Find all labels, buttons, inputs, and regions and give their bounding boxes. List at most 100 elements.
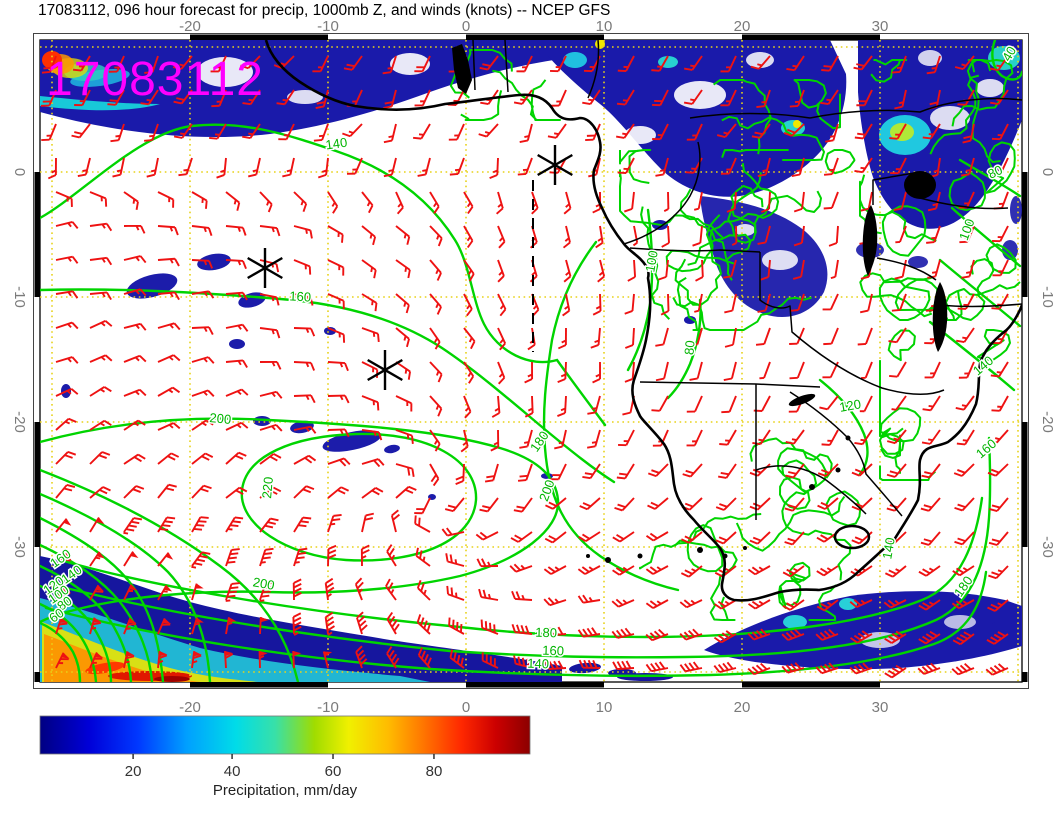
barb-shaft bbox=[225, 421, 242, 431]
barb-full-tick bbox=[718, 475, 727, 479]
noisy-contour bbox=[713, 79, 772, 155]
barb-shaft bbox=[896, 123, 907, 140]
barb-shaft bbox=[791, 123, 805, 137]
wind-barb bbox=[757, 293, 771, 313]
barb-half-tick bbox=[64, 420, 70, 425]
wind-barb bbox=[823, 157, 839, 176]
barb-full-tick bbox=[292, 612, 302, 618]
barb-full-tick bbox=[135, 201, 139, 210]
barb-shaft bbox=[293, 259, 311, 268]
barb-half-tick bbox=[271, 425, 276, 431]
barb-full-tick bbox=[957, 537, 966, 543]
barb-full-tick bbox=[393, 657, 400, 666]
barb-shaft bbox=[482, 531, 499, 541]
wind-barb bbox=[292, 650, 302, 669]
wind-barb bbox=[889, 361, 907, 378]
barb-full-tick bbox=[480, 101, 489, 105]
barb-full-tick bbox=[139, 255, 147, 264]
barb-half-tick bbox=[690, 599, 696, 605]
barb-shaft bbox=[429, 191, 440, 208]
barb-shaft bbox=[327, 327, 345, 336]
wind-barb bbox=[191, 617, 204, 635]
wind-barb bbox=[791, 157, 805, 178]
barb-full-tick bbox=[519, 139, 529, 143]
barb-full-tick bbox=[229, 586, 239, 590]
wind-barb bbox=[956, 327, 975, 343]
barb-shaft bbox=[395, 429, 413, 437]
barb-full-tick bbox=[785, 474, 794, 479]
barb-half-tick bbox=[663, 208, 669, 212]
barb-full-tick bbox=[887, 635, 896, 642]
barb-shaft bbox=[928, 531, 941, 546]
barb-shaft bbox=[701, 259, 704, 278]
barb-half-tick bbox=[930, 372, 935, 375]
barb-full-tick bbox=[713, 636, 722, 644]
wind-barb bbox=[259, 453, 282, 465]
barb-shaft bbox=[191, 583, 198, 601]
barb-shaft bbox=[361, 395, 379, 404]
barb-full-tick bbox=[267, 521, 276, 525]
barb-full-tick bbox=[849, 600, 858, 608]
wind-barb bbox=[173, 89, 193, 105]
barb-full-tick bbox=[820, 534, 829, 541]
wind-barb bbox=[961, 259, 975, 279]
barb-shaft bbox=[123, 288, 141, 295]
barb-full-tick bbox=[98, 454, 107, 459]
wind-barb bbox=[157, 516, 176, 533]
barb-full-tick bbox=[231, 582, 240, 585]
wind-barb bbox=[313, 123, 329, 142]
barb-half-tick bbox=[338, 298, 341, 304]
barb-shaft bbox=[1001, 191, 1009, 209]
wind-barb bbox=[123, 322, 147, 331]
barb-full-tick bbox=[926, 71, 936, 75]
barb-half-tick bbox=[248, 98, 254, 102]
barb-full-tick bbox=[308, 266, 312, 275]
barb-full-tick bbox=[263, 586, 273, 590]
barb-full-tick bbox=[426, 657, 432, 666]
barb-half-tick bbox=[57, 627, 63, 630]
barb-full-tick bbox=[760, 208, 770, 213]
barb-shaft bbox=[935, 191, 941, 209]
x-tick-label: -20 bbox=[179, 699, 201, 716]
barb-full-tick bbox=[388, 547, 395, 556]
wind-barb bbox=[830, 259, 839, 280]
barb-shaft bbox=[555, 123, 567, 139]
barb-half-tick bbox=[524, 135, 530, 138]
barb-half-tick bbox=[372, 400, 375, 406]
barb-shaft bbox=[652, 531, 669, 542]
barb-half-tick bbox=[527, 373, 533, 378]
barb-shaft bbox=[764, 225, 771, 243]
barb-full-tick bbox=[992, 274, 1001, 277]
barb-full-tick bbox=[42, 100, 52, 103]
wind-barb bbox=[55, 585, 72, 601]
barb-full-tick bbox=[326, 620, 335, 627]
wind-barb bbox=[927, 191, 941, 212]
barb-half-tick bbox=[418, 133, 424, 136]
barb-shaft bbox=[361, 361, 378, 371]
barb-full-tick bbox=[407, 371, 412, 380]
barb-full-tick bbox=[101, 451, 111, 456]
barb-full-tick bbox=[922, 136, 932, 140]
barb-full-tick bbox=[437, 408, 443, 417]
barb-half-tick bbox=[691, 568, 697, 572]
barb-half-tick bbox=[128, 590, 133, 592]
barb-shaft bbox=[763, 327, 771, 345]
barb-shaft bbox=[665, 259, 669, 278]
wind-barb bbox=[293, 516, 312, 533]
barb-shaft bbox=[389, 55, 397, 73]
barb-shaft bbox=[694, 123, 703, 140]
wind-barb bbox=[597, 259, 606, 283]
barb-full-tick bbox=[386, 646, 393, 655]
barb-full-tick bbox=[754, 131, 763, 136]
barb-half-tick bbox=[997, 134, 1003, 137]
barb-shaft bbox=[463, 293, 473, 310]
barb-full-tick bbox=[649, 632, 658, 640]
barb-full-tick bbox=[751, 666, 760, 674]
wind-barb bbox=[278, 123, 295, 141]
barb-shaft bbox=[966, 225, 975, 243]
barb-shaft bbox=[599, 225, 604, 243]
barb-full-tick bbox=[951, 668, 959, 676]
wind-barb bbox=[107, 89, 125, 106]
barb-full-tick bbox=[325, 611, 334, 618]
barb-half-tick bbox=[100, 388, 105, 393]
